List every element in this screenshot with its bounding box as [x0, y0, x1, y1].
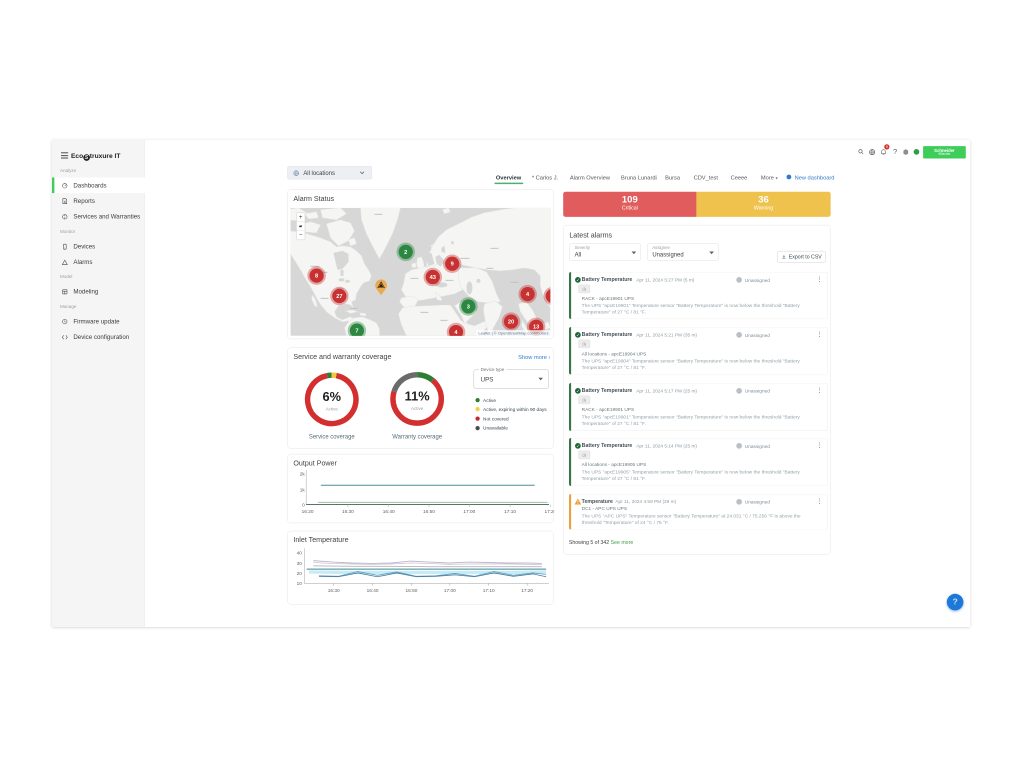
svg-text:16:40: 16:40 [383, 509, 395, 515]
svg-text:1k: 1k [300, 487, 306, 493]
svg-text:17:00: 17:00 [444, 588, 456, 594]
svg-text:10: 10 [297, 581, 303, 587]
svg-text:17:00: 17:00 [463, 509, 475, 515]
svg-text:16:50: 16:50 [406, 588, 418, 594]
svg-text:16:30: 16:30 [342, 509, 354, 515]
svg-text:16:30: 16:30 [328, 588, 340, 594]
svg-text:16:50: 16:50 [423, 509, 435, 515]
svg-text:17:20: 17:20 [544, 509, 554, 515]
svg-text:20: 20 [297, 571, 303, 577]
svg-text:40: 40 [297, 550, 303, 556]
svg-text:16:20: 16:20 [302, 509, 314, 515]
svg-text:16:40: 16:40 [367, 588, 379, 594]
svg-text:2k: 2k [300, 471, 306, 477]
svg-text:17:10: 17:10 [504, 509, 516, 515]
svg-text:0: 0 [302, 503, 305, 509]
svg-text:17:10: 17:10 [483, 588, 495, 594]
svg-text:17:20: 17:20 [521, 588, 533, 594]
svg-text:30: 30 [297, 561, 303, 567]
